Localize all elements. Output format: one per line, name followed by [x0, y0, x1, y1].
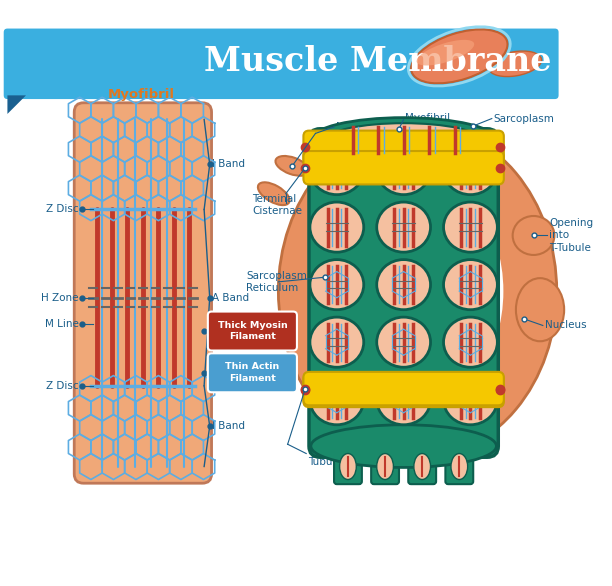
- Ellipse shape: [377, 202, 430, 252]
- FancyBboxPatch shape: [371, 440, 399, 484]
- Ellipse shape: [444, 145, 498, 195]
- FancyBboxPatch shape: [446, 440, 473, 484]
- Ellipse shape: [377, 317, 430, 367]
- Text: Sarcoplasmic
Reticulum: Sarcoplasmic Reticulum: [246, 271, 316, 293]
- Ellipse shape: [377, 374, 430, 425]
- Text: H Zone: H Zone: [42, 292, 79, 302]
- Text: Myofibril: Myofibril: [108, 88, 174, 101]
- Text: Z Disc: Z Disc: [47, 381, 79, 391]
- Text: Thick Myosin
Filament: Thick Myosin Filament: [217, 321, 287, 342]
- Text: Nucleus: Nucleus: [545, 321, 586, 331]
- FancyBboxPatch shape: [334, 440, 362, 484]
- Text: Sarcoplasm: Sarcoplasm: [494, 114, 554, 124]
- Ellipse shape: [310, 202, 364, 252]
- Ellipse shape: [414, 454, 430, 479]
- Text: I Band: I Band: [212, 159, 245, 169]
- Text: Z Disc: Z Disc: [47, 205, 79, 214]
- Ellipse shape: [310, 374, 364, 425]
- FancyBboxPatch shape: [304, 372, 504, 406]
- Text: Terminal
Cisternae: Terminal Cisternae: [252, 193, 302, 216]
- Ellipse shape: [444, 202, 498, 252]
- Text: Opening
into
T-Tubule: Opening into T-Tubule: [550, 218, 594, 253]
- Ellipse shape: [444, 317, 498, 367]
- Text: Muscle Membrane: Muscle Membrane: [204, 46, 551, 79]
- FancyBboxPatch shape: [304, 151, 504, 185]
- Ellipse shape: [377, 260, 430, 310]
- FancyBboxPatch shape: [309, 129, 498, 457]
- FancyBboxPatch shape: [304, 374, 504, 407]
- FancyBboxPatch shape: [408, 440, 436, 484]
- Ellipse shape: [417, 40, 474, 66]
- FancyBboxPatch shape: [208, 312, 297, 350]
- Ellipse shape: [444, 260, 498, 310]
- Ellipse shape: [311, 118, 496, 162]
- Ellipse shape: [488, 51, 542, 77]
- Ellipse shape: [513, 216, 554, 255]
- Ellipse shape: [258, 182, 289, 205]
- Ellipse shape: [327, 123, 480, 156]
- Text: I Band: I Band: [212, 421, 245, 431]
- Ellipse shape: [444, 374, 498, 425]
- Text: Thin Actin
Filament: Thin Actin Filament: [225, 362, 280, 383]
- Text: A Band: A Band: [212, 292, 250, 302]
- Text: Myofibril: Myofibril: [406, 113, 450, 122]
- FancyBboxPatch shape: [208, 353, 297, 392]
- Ellipse shape: [311, 425, 496, 468]
- Ellipse shape: [516, 278, 564, 341]
- Text: M Line: M Line: [45, 319, 79, 329]
- Ellipse shape: [340, 454, 356, 479]
- Text: Transverse
Tubule: Transverse Tubule: [308, 444, 364, 466]
- Polygon shape: [7, 96, 26, 114]
- Ellipse shape: [377, 145, 430, 195]
- Ellipse shape: [278, 124, 557, 458]
- Ellipse shape: [313, 168, 504, 414]
- Ellipse shape: [310, 260, 364, 310]
- Ellipse shape: [411, 29, 507, 83]
- Ellipse shape: [310, 317, 364, 367]
- FancyBboxPatch shape: [74, 103, 212, 483]
- FancyBboxPatch shape: [304, 131, 504, 164]
- Ellipse shape: [275, 156, 309, 176]
- Text: Mitochondria: Mitochondria: [336, 122, 404, 132]
- Ellipse shape: [310, 145, 364, 195]
- Ellipse shape: [451, 454, 468, 479]
- Ellipse shape: [377, 454, 394, 479]
- FancyBboxPatch shape: [4, 29, 559, 99]
